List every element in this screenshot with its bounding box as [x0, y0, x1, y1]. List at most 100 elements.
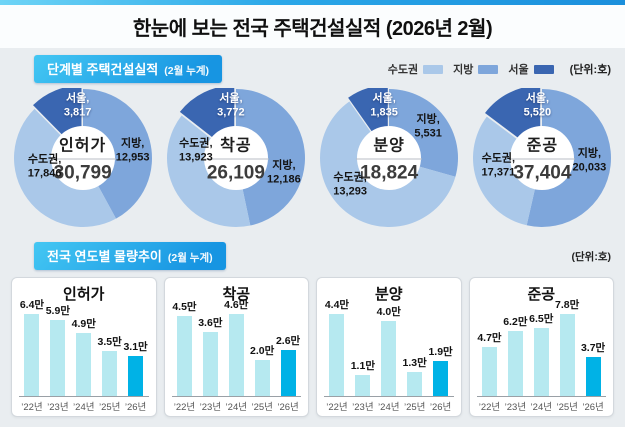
label-province: 지방, 5,531 [414, 113, 442, 142]
bar-chart-title: 착공 [222, 286, 251, 303]
bar-value-label: 2.0만 [250, 345, 275, 357]
trend-unit-label: (단위:호) [571, 250, 611, 263]
donut-title: 인허가 [59, 137, 107, 155]
axis-tick-label: ’26년 [429, 402, 452, 413]
donut-착공: 착공 26,109 서울, 3,772 수도권, 13,923 지방, 12,186 [159, 83, 312, 235]
bar-column-’26년: 2.6만 [275, 333, 301, 396]
donut-분양: 분양 18,824 서울, 1,835 수도권, 13,293 지방, 5,531 [313, 83, 466, 235]
bar-column-’22년: 4.5만 [172, 299, 198, 396]
donut-인허가: 인허가 30,799 서울, 3,817 수도권, 17,846 지방, 12,953 [6, 83, 159, 235]
donut-center-분양: 분양 18,824 [353, 132, 425, 185]
bar-chart-인허가: 인허가 6.4만 5.9만 4.9만 3.5만 3.1만 ’22년 ’23년 ’24년 ’25년’… [11, 277, 157, 417]
axis-tick-label: ’24년 [378, 402, 400, 413]
donut-wrap-착공: 착공 26,109 서울, 3,772 수도권, 13,923 지방, 12,186 [161, 83, 311, 235]
label-seoul-value: 1,835 [370, 107, 398, 119]
bar [433, 361, 449, 396]
bar-axis: ’22년 ’23년 ’24년 ’25년 ’26년 [19, 399, 149, 413]
bar-column-’25년: 1.3만 [402, 355, 428, 396]
slice-province [82, 89, 152, 219]
axis-tick-label: ’22년 [173, 402, 196, 413]
label-province-name: 지방, [577, 147, 602, 160]
label-metro-name: 수도권, [481, 152, 516, 165]
label-metro-name: 수도권, [27, 153, 62, 166]
legend-label-서울: 서울 [508, 64, 529, 76]
axis-tick-label: ’22년 [21, 402, 43, 413]
bar-value-label: 3.5만 [97, 336, 122, 348]
bar-value-label: 6.2만 [503, 316, 528, 328]
bar-column-’23년: 5.9만 [45, 303, 71, 396]
bar-column-’25년: 2.0만 [249, 343, 275, 396]
donut-divider [509, 158, 576, 160]
donut-hole [50, 126, 115, 190]
axis-tick-label: ’23년 [47, 402, 69, 413]
label-seoul: 서울, 5,520 [524, 92, 552, 121]
bar [202, 332, 218, 396]
bar [76, 333, 92, 396]
bar [254, 360, 270, 396]
bar-value-label: 1.1만 [350, 360, 375, 372]
bar [481, 347, 497, 396]
bar-value-label: 4.4만 [324, 299, 350, 311]
stage-section-header: 단계별 주택건설실적 (2월 누계) 수도권 지방 서울 (단위:호) [14, 55, 611, 83]
stage-unit-label: (단위:호) [569, 64, 611, 76]
bar [381, 321, 397, 396]
label-province-value: 20,033 [572, 162, 607, 174]
accent-top-line [0, 0, 625, 5]
donut-title: 분양 [373, 137, 405, 155]
axis-tick-label: ’22년 [326, 402, 348, 413]
donut-hole [203, 126, 268, 190]
bar-column-’24년: 4.6만 [223, 297, 249, 396]
trend-section-badge: 전국 연도별 물량추이 (2월 누계) [34, 242, 226, 270]
bar-column-’22년: 6.4만 [19, 297, 45, 396]
donut-total: 26,109 [206, 162, 265, 184]
donut-ring-분양 [320, 88, 459, 227]
bar-plot: 4.4만 1.1만 4.0만 1.3만 1.9만 [324, 299, 454, 397]
bar-axis: ’22년 ’23년 ’24년 ’25년 ’26년 [477, 399, 607, 413]
donut-center-인허가: 인허가 30,799 [47, 132, 119, 185]
donut-ring-착공 [166, 88, 305, 228]
label-seoul: 서울, 3,772 [217, 92, 245, 121]
label-seoul-name: 서울, [525, 92, 550, 105]
bar-value-label: 4.6만 [224, 299, 249, 311]
label-metro: 수도권, 17,846 [28, 153, 62, 182]
label-metro: 수도권, 17,371 [482, 152, 516, 181]
label-province: 지방, 12,953 [116, 137, 150, 166]
label-seoul-value: 3,817 [63, 107, 92, 119]
label-seoul-name: 서울, [219, 92, 243, 105]
label-province-name: 지방, [416, 113, 440, 126]
label-metro-value: 17,846 [27, 168, 62, 180]
bar [24, 314, 40, 396]
axis-tick-label: ’23년 [352, 402, 374, 413]
label-province-value: 12,953 [115, 152, 150, 164]
bar-value-label: 3.1만 [123, 341, 148, 353]
bar-chart-row: 인허가 6.4만 5.9만 4.9만 3.5만 3.1만 ’22년 ’23년 ’24년 ’25년’… [11, 277, 614, 417]
bar-column-’25년: 7.8만 [554, 297, 580, 396]
axis-tick-label: ’26년 [124, 402, 147, 413]
bar-column-’24년: 6.5만 [528, 311, 554, 396]
donut-center-준공: 준공 37,404 [506, 132, 578, 185]
donut-wrap-분양: 분양 18,824 서울, 1,835 수도권, 13,293 지방, 5,531 [314, 83, 464, 235]
axis-tick-label: ’25년 [251, 402, 273, 413]
axis-tick-label: ’24년 [530, 402, 552, 413]
donut-divider [356, 158, 423, 160]
label-province-value: 12,186 [267, 174, 301, 186]
axis-tick-label: ’24년 [225, 402, 247, 413]
bar-value-label: 1.3만 [402, 357, 427, 369]
donut-준공: 준공 37,404 서울, 5,520 수도권, 17,371 지방, 20,033 [466, 83, 619, 235]
axis-tick-label: ’25년 [403, 402, 426, 413]
bar-plot: 4.5만 3.6만 4.6만 2.0만 2.6만 [171, 299, 301, 397]
axis-tick-label: ’26년 [582, 402, 604, 413]
bar [176, 316, 192, 396]
trend-section-title: 전국 연도별 물량추이 [47, 249, 162, 264]
donut-wrap-준공: 준공 37,404 서울, 5,520 수도권, 17,371 지방, 20,033 [467, 83, 617, 235]
axis-tick-label: ’22년 [478, 402, 501, 413]
bar-column-’25년: 3.5만 [97, 334, 123, 396]
donut-title: 착공 [220, 137, 252, 155]
label-seoul-value: 5,520 [523, 107, 552, 119]
bar-column-’24년: 4.9만 [71, 316, 97, 396]
donut-divider [49, 158, 116, 160]
bar-column-’26년: 3.1만 [123, 339, 149, 396]
axis-tick-label: ’23년 [199, 402, 222, 413]
bar-chart-착공: 착공 4.5만 3.6만 4.6만 2.0만 2.6만 ’22년 ’23년 ’24년 ’25년 ’2… [163, 277, 309, 417]
bar [407, 372, 423, 396]
